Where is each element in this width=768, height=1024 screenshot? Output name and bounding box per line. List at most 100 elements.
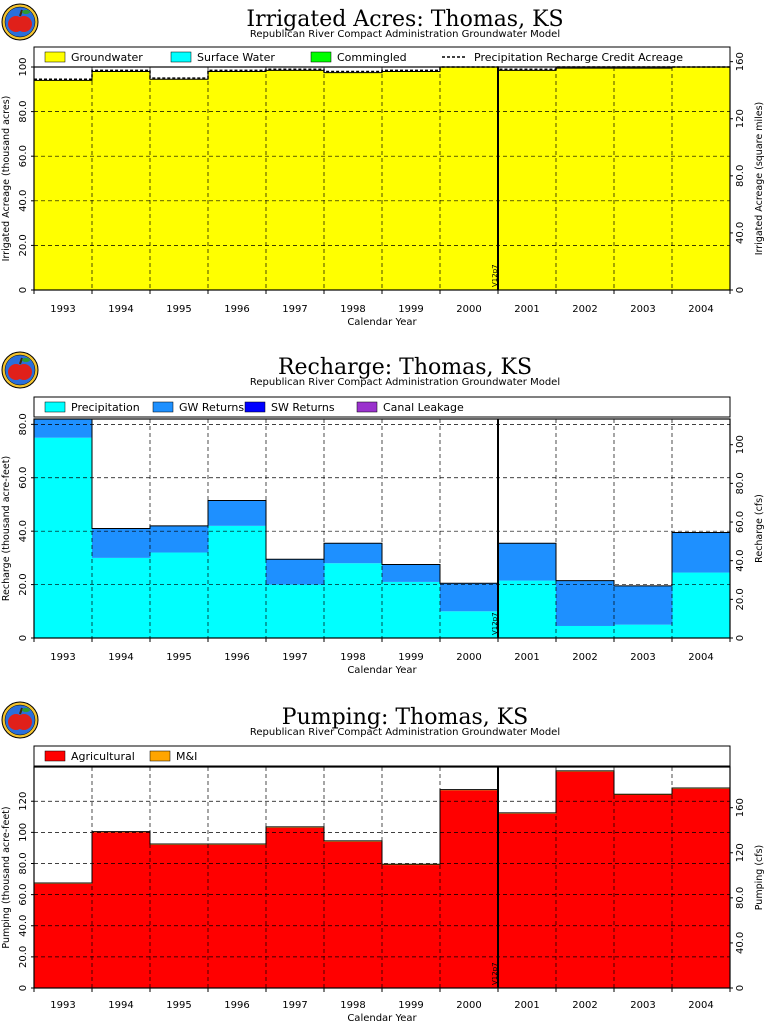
x-tick-label: 2004 bbox=[688, 652, 713, 663]
x-tick-label: 2000 bbox=[456, 652, 481, 663]
y2-axis-label: Pumping (cfs) bbox=[754, 845, 765, 911]
bar-segment bbox=[556, 68, 615, 291]
x-tick-label: 2004 bbox=[688, 304, 713, 315]
y-tick-label: 0 bbox=[18, 635, 29, 641]
x-tick-label: 1995 bbox=[166, 1000, 191, 1011]
bar-segment bbox=[208, 844, 267, 988]
legend-swatch bbox=[310, 51, 332, 63]
legend-box bbox=[33, 745, 731, 767]
legend-swatch bbox=[44, 401, 66, 413]
y-tick-label: 0 bbox=[18, 287, 29, 293]
chart-subtitle: Republican River Compact Administration … bbox=[250, 727, 560, 738]
x-axis-label: Calendar Year bbox=[347, 317, 417, 328]
x-tick-label: 2001 bbox=[514, 652, 539, 663]
y-tick-label: 20.0 bbox=[18, 946, 29, 968]
x-tick-label: 2002 bbox=[572, 652, 597, 663]
y-tick-label: 0 bbox=[18, 985, 29, 991]
bar-segment bbox=[382, 581, 441, 638]
x-axis-label: Calendar Year bbox=[347, 1013, 417, 1024]
y2-tick-label: 0 bbox=[735, 287, 746, 293]
legend-label: Precipitation Recharge Credit Acreage bbox=[474, 51, 683, 64]
marker-label: V12p7 bbox=[491, 264, 499, 287]
bar-segment bbox=[266, 827, 325, 988]
y-tick-label: 80.0 bbox=[18, 100, 29, 122]
legend-label: Groundwater bbox=[71, 51, 143, 64]
bar-segment bbox=[382, 865, 441, 988]
y-tick-label: 40.0 bbox=[18, 520, 29, 542]
logo-stem bbox=[19, 9, 23, 17]
bar-segment bbox=[498, 543, 557, 581]
x-tick-label: 1994 bbox=[108, 304, 133, 315]
legend-swatch bbox=[44, 750, 66, 762]
x-tick-label: 1995 bbox=[166, 304, 191, 315]
x-tick-label: 2003 bbox=[630, 652, 655, 663]
marker-label: V12p7 bbox=[491, 962, 499, 985]
bar-segment bbox=[440, 67, 499, 290]
x-tick-label: 1999 bbox=[398, 304, 423, 315]
bar-segment bbox=[556, 580, 615, 626]
legend-swatch bbox=[244, 401, 266, 413]
bar-segment bbox=[266, 559, 325, 585]
bar-segment bbox=[556, 771, 615, 988]
y-tick-label: 100 bbox=[18, 823, 29, 842]
logo-leaf bbox=[22, 708, 30, 712]
bar-segment bbox=[208, 500, 267, 526]
y-tick-label: 60.0 bbox=[18, 145, 29, 167]
bar-segment bbox=[324, 841, 383, 988]
legend-label: Agricultural bbox=[71, 750, 135, 763]
x-tick-label: 2001 bbox=[514, 1000, 539, 1011]
x-tick-label: 1999 bbox=[398, 1000, 423, 1011]
x-tick-label: 1996 bbox=[224, 304, 249, 315]
logo-apple-right bbox=[16, 16, 32, 32]
bar-segment bbox=[34, 883, 93, 988]
y2-tick-label: 60.0 bbox=[735, 511, 746, 533]
legend-swatch bbox=[149, 750, 171, 762]
bar-segment bbox=[498, 813, 557, 988]
y2-axis-label: Irrigated Acreage (square miles) bbox=[754, 102, 765, 256]
chart-subtitle: Republican River Compact Administration … bbox=[250, 29, 560, 40]
x-tick-label: 1994 bbox=[108, 1000, 133, 1011]
legend-label: Commingled bbox=[337, 51, 407, 64]
y2-tick-label: 80.0 bbox=[735, 887, 746, 909]
y2-axis-label: Recharge (cfs) bbox=[754, 494, 765, 563]
y2-tick-label: 0 bbox=[735, 985, 746, 991]
chart-title: Irrigated Acres: Thomas, KS bbox=[246, 7, 563, 32]
x-tick-label: 1997 bbox=[282, 1000, 307, 1011]
bar-segment bbox=[208, 71, 267, 291]
bar-segment bbox=[672, 67, 731, 290]
x-tick-label: 1993 bbox=[50, 304, 75, 315]
bar-segment bbox=[150, 552, 209, 638]
y-tick-label: 60.0 bbox=[18, 467, 29, 489]
bar-segment bbox=[92, 71, 151, 291]
legend-label: Canal Leakage bbox=[383, 401, 464, 414]
logo-leaf bbox=[22, 358, 30, 362]
logo-stem bbox=[19, 357, 23, 365]
bar-segment bbox=[208, 525, 267, 638]
x-tick-label: 2003 bbox=[630, 304, 655, 315]
y-tick-label: 20.0 bbox=[18, 573, 29, 595]
logo-stem bbox=[19, 707, 23, 715]
x-tick-label: 1996 bbox=[224, 1000, 249, 1011]
y-tick-label: 40.0 bbox=[18, 190, 29, 212]
legend-label: M&I bbox=[176, 750, 197, 763]
apple-logo-icon bbox=[1, 701, 39, 739]
bar-segment bbox=[672, 788, 731, 988]
bar-segment bbox=[266, 584, 325, 638]
bar-segment bbox=[382, 564, 441, 582]
bar-segment bbox=[440, 583, 499, 612]
apple-logo-icon bbox=[1, 3, 39, 41]
marker-label: V12p7 bbox=[491, 612, 499, 635]
legend-swatch bbox=[44, 51, 66, 63]
x-tick-label: 1993 bbox=[50, 652, 75, 663]
y-tick-label: 40.0 bbox=[18, 915, 29, 937]
x-tick-label: 1995 bbox=[166, 652, 191, 663]
y2-tick-label: 160 bbox=[735, 52, 746, 71]
x-tick-label: 1997 bbox=[282, 304, 307, 315]
y-axis-label: Irrigated Acreage (thousand acres) bbox=[1, 96, 12, 262]
bar-segment bbox=[92, 528, 151, 558]
legend-label: Precipitation bbox=[71, 401, 140, 414]
